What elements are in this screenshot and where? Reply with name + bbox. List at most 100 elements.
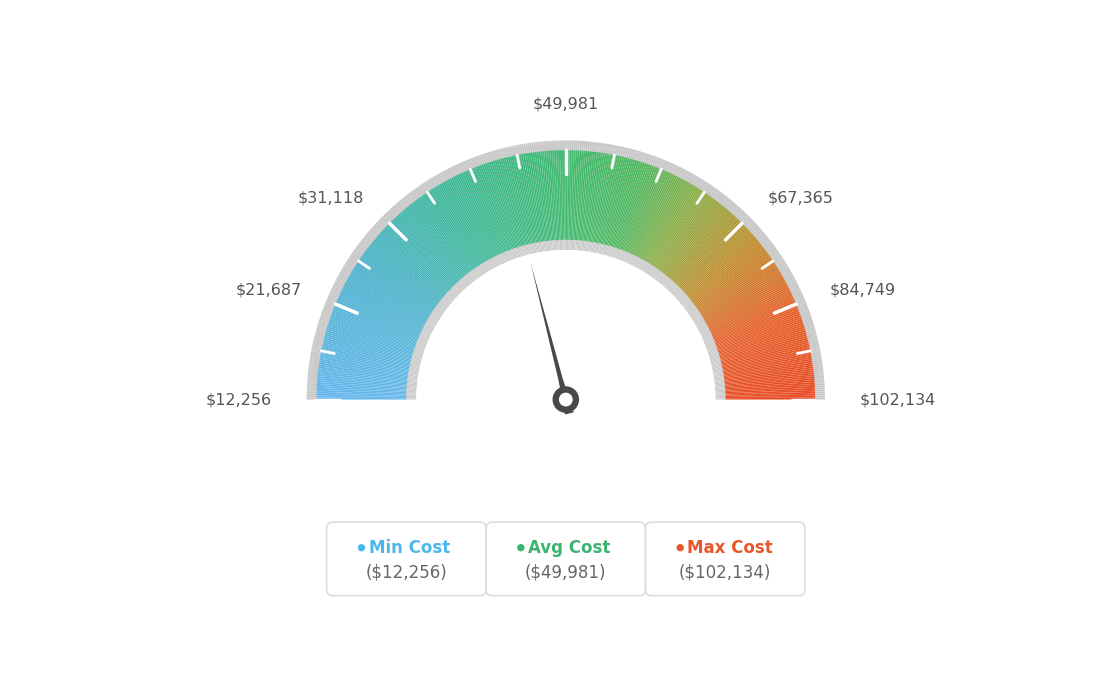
- Polygon shape: [518, 247, 522, 257]
- Polygon shape: [725, 394, 815, 397]
- Polygon shape: [448, 168, 455, 178]
- Polygon shape: [637, 259, 643, 268]
- Text: $102,134: $102,134: [860, 392, 936, 407]
- Polygon shape: [620, 147, 624, 157]
- Polygon shape: [723, 355, 811, 372]
- Polygon shape: [670, 164, 676, 175]
- Polygon shape: [753, 228, 762, 237]
- Polygon shape: [635, 258, 640, 267]
- Polygon shape: [656, 272, 662, 281]
- Polygon shape: [394, 204, 403, 213]
- Polygon shape: [330, 315, 416, 346]
- Polygon shape: [724, 380, 815, 388]
- Polygon shape: [534, 152, 548, 242]
- Polygon shape: [529, 244, 532, 254]
- Polygon shape: [319, 317, 330, 323]
- Polygon shape: [317, 382, 406, 390]
- Polygon shape: [713, 304, 797, 339]
- Polygon shape: [787, 282, 797, 288]
- Polygon shape: [516, 155, 534, 244]
- Polygon shape: [450, 288, 458, 296]
- Polygon shape: [361, 256, 435, 309]
- Polygon shape: [614, 248, 618, 258]
- Polygon shape: [353, 268, 431, 316]
- Polygon shape: [795, 299, 805, 304]
- Polygon shape: [511, 156, 532, 244]
- Polygon shape: [485, 163, 516, 248]
- Polygon shape: [321, 347, 410, 367]
- Polygon shape: [563, 239, 564, 250]
- Polygon shape: [712, 299, 795, 336]
- Polygon shape: [711, 297, 794, 335]
- Polygon shape: [416, 199, 471, 272]
- Polygon shape: [396, 202, 404, 212]
- Polygon shape: [458, 174, 498, 256]
- Polygon shape: [328, 295, 338, 301]
- Polygon shape: [490, 258, 496, 268]
- Polygon shape: [434, 187, 482, 264]
- Polygon shape: [620, 251, 626, 261]
- Polygon shape: [498, 159, 523, 246]
- Polygon shape: [583, 152, 595, 242]
- Polygon shape: [467, 170, 503, 253]
- Polygon shape: [605, 246, 609, 255]
- Polygon shape: [510, 249, 516, 259]
- Polygon shape: [364, 235, 374, 242]
- Polygon shape: [556, 150, 561, 240]
- Polygon shape: [793, 293, 803, 299]
- Polygon shape: [743, 218, 752, 226]
- Polygon shape: [699, 261, 774, 312]
- Polygon shape: [548, 141, 550, 151]
- Polygon shape: [470, 158, 476, 168]
- Polygon shape: [431, 189, 480, 266]
- Polygon shape: [645, 264, 651, 273]
- Polygon shape: [702, 333, 711, 338]
- Polygon shape: [559, 240, 560, 250]
- Polygon shape: [659, 159, 665, 170]
- Polygon shape: [655, 193, 705, 268]
- Polygon shape: [454, 165, 460, 175]
- Polygon shape: [473, 157, 478, 168]
- Polygon shape: [453, 177, 495, 257]
- Polygon shape: [588, 152, 603, 242]
- Polygon shape: [319, 319, 329, 324]
- Polygon shape: [318, 322, 329, 326]
- Polygon shape: [696, 255, 769, 308]
- Polygon shape: [697, 322, 705, 328]
- Polygon shape: [539, 152, 550, 241]
- Polygon shape: [689, 242, 761, 300]
- Polygon shape: [520, 246, 524, 256]
- Polygon shape: [464, 172, 501, 255]
- Polygon shape: [318, 368, 407, 381]
- Polygon shape: [540, 241, 542, 252]
- Polygon shape: [350, 254, 360, 262]
- Polygon shape: [587, 241, 590, 252]
- Polygon shape: [712, 190, 720, 199]
- Polygon shape: [611, 160, 637, 247]
- Polygon shape: [498, 149, 502, 159]
- Polygon shape: [384, 213, 393, 222]
- Polygon shape: [815, 393, 825, 395]
- Polygon shape: [593, 242, 596, 253]
- Polygon shape: [590, 153, 605, 242]
- Polygon shape: [330, 291, 340, 297]
- Polygon shape: [698, 259, 773, 311]
- Polygon shape: [597, 142, 601, 153]
- Polygon shape: [723, 364, 813, 378]
- Polygon shape: [410, 366, 420, 369]
- Polygon shape: [701, 331, 711, 337]
- Polygon shape: [481, 264, 488, 273]
- Polygon shape: [326, 330, 413, 356]
- Polygon shape: [714, 384, 725, 386]
- Polygon shape: [645, 183, 691, 262]
- Polygon shape: [339, 273, 349, 279]
- Polygon shape: [475, 157, 479, 167]
- Polygon shape: [552, 141, 554, 151]
- Polygon shape: [404, 208, 464, 278]
- Polygon shape: [712, 367, 722, 371]
- Polygon shape: [499, 148, 503, 159]
- Polygon shape: [587, 141, 591, 152]
- Polygon shape: [546, 241, 550, 251]
- Polygon shape: [314, 337, 325, 342]
- Polygon shape: [564, 239, 565, 250]
